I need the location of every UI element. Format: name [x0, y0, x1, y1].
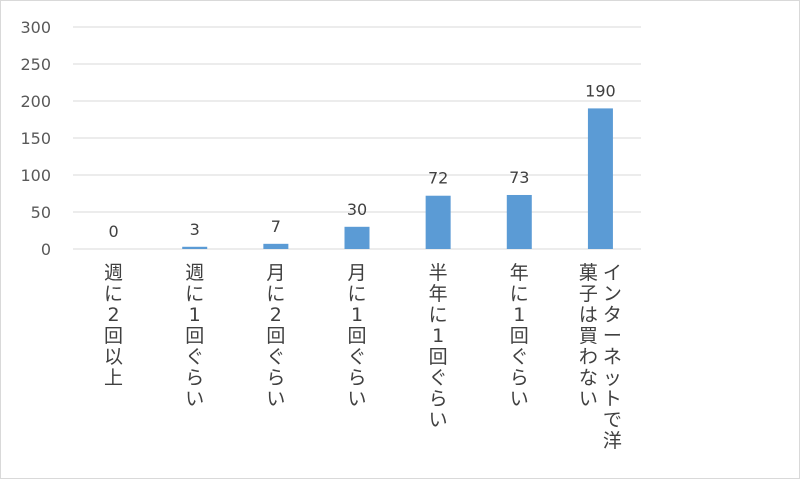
x-tick-label: 週に2回以上 [104, 262, 124, 389]
bar [182, 246, 208, 249]
x-tick-label: 月に2回ぐらい [266, 262, 286, 410]
x-tick-label: インターネットで洋 [602, 262, 622, 452]
x-tick-label: 週に1回ぐらい [185, 262, 205, 410]
y-tick-label: 200 [20, 92, 51, 111]
data-label: 72 [428, 169, 448, 188]
data-label: 190 [585, 81, 616, 100]
x-tick-label: 月に1回ぐらい [347, 262, 367, 410]
y-tick-label: 250 [20, 55, 51, 74]
x-tick-label: 年に1回ぐらい [509, 262, 529, 410]
data-label: 7 [271, 217, 281, 236]
bar [344, 226, 370, 249]
bar [506, 194, 532, 249]
y-tick-label: 0 [41, 240, 51, 259]
data-label: 3 [190, 220, 200, 239]
y-tick-label: 300 [20, 18, 51, 37]
data-label: 30 [347, 200, 367, 219]
y-tick-label: 100 [20, 166, 51, 185]
y-tick-label: 150 [20, 129, 51, 148]
bar [263, 243, 289, 249]
x-tick-label: 半年に1回ぐらい [428, 262, 448, 431]
bar [587, 108, 613, 250]
x-tick-label: 菓子は買わない [578, 262, 598, 410]
data-label: 73 [509, 168, 529, 187]
bar [425, 195, 451, 249]
y-tick-label: 50 [31, 203, 51, 222]
data-label: 0 [108, 222, 118, 241]
